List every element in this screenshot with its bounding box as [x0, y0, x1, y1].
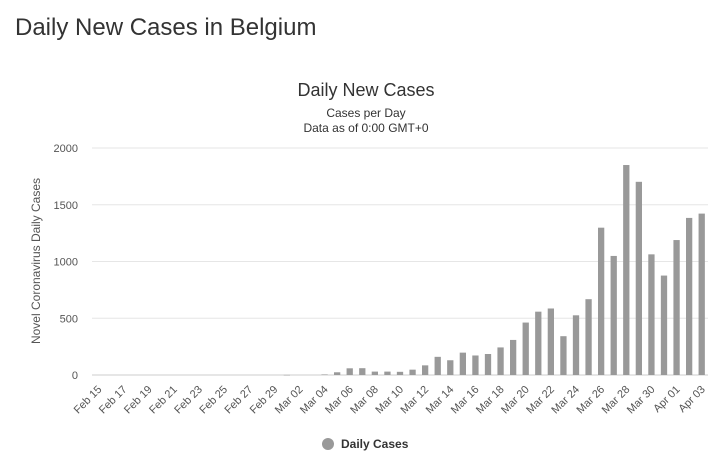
bar[interactable] [522, 322, 529, 375]
bars [283, 165, 705, 376]
bar[interactable] [598, 227, 605, 375]
bar[interactable] [635, 181, 642, 375]
legend-label: Daily Cases [341, 437, 409, 451]
legend-marker [322, 438, 334, 450]
legend[interactable]: Daily Cases [322, 437, 409, 451]
bar[interactable] [673, 240, 680, 375]
bar[interactable] [623, 165, 630, 375]
bar[interactable] [396, 371, 404, 375]
y-tick-label: 500 [60, 313, 78, 325]
bar[interactable] [472, 355, 479, 375]
chart-subtitle-line-1: Cases per Day [326, 106, 405, 120]
bar[interactable] [560, 336, 567, 375]
gridlines [92, 147, 708, 376]
bar[interactable] [547, 308, 554, 375]
bar[interactable] [384, 371, 391, 375]
y-axis-label: Novel Coronavirus Daily Cases [29, 178, 43, 344]
bar[interactable] [434, 356, 441, 375]
bar[interactable] [585, 299, 592, 375]
bar[interactable] [610, 255, 617, 375]
y-tick-label: 2000 [54, 143, 78, 155]
x-tick-label: Mar 30 [625, 384, 658, 417]
y-tick-labels: 0 500 1000 1500 2000 [54, 143, 78, 382]
bar[interactable] [648, 254, 655, 375]
bar[interactable] [334, 372, 341, 375]
bar[interactable] [572, 315, 580, 375]
y-tick-label: 1000 [54, 257, 78, 269]
bar[interactable] [660, 275, 668, 375]
bar[interactable] [346, 368, 353, 375]
bar[interactable] [484, 354, 492, 375]
y-tick-label: 1500 [54, 200, 78, 212]
bar[interactable] [510, 339, 517, 375]
bar[interactable] [321, 374, 328, 375]
bar[interactable] [698, 213, 705, 375]
x-tick-label: Apr 03 [676, 384, 707, 415]
bar[interactable] [497, 347, 504, 375]
page-heading: Daily New Cases in Belgium [15, 14, 317, 41]
bar[interactable] [422, 365, 429, 375]
chart-title: Daily New Cases [297, 80, 434, 100]
bar[interactable] [283, 374, 290, 376]
bar[interactable] [371, 371, 378, 375]
y-tick-label: 0 [72, 370, 78, 382]
x-tick-label: Apr 01 [651, 384, 682, 415]
chart-subtitle-line-2: Data as of 0:00 GMT+0 [303, 121, 428, 135]
bar[interactable] [459, 352, 466, 375]
bar[interactable] [409, 369, 416, 375]
bar[interactable] [686, 217, 693, 375]
bar[interactable] [535, 311, 542, 375]
bar[interactable] [447, 360, 454, 375]
bar[interactable] [359, 368, 366, 375]
